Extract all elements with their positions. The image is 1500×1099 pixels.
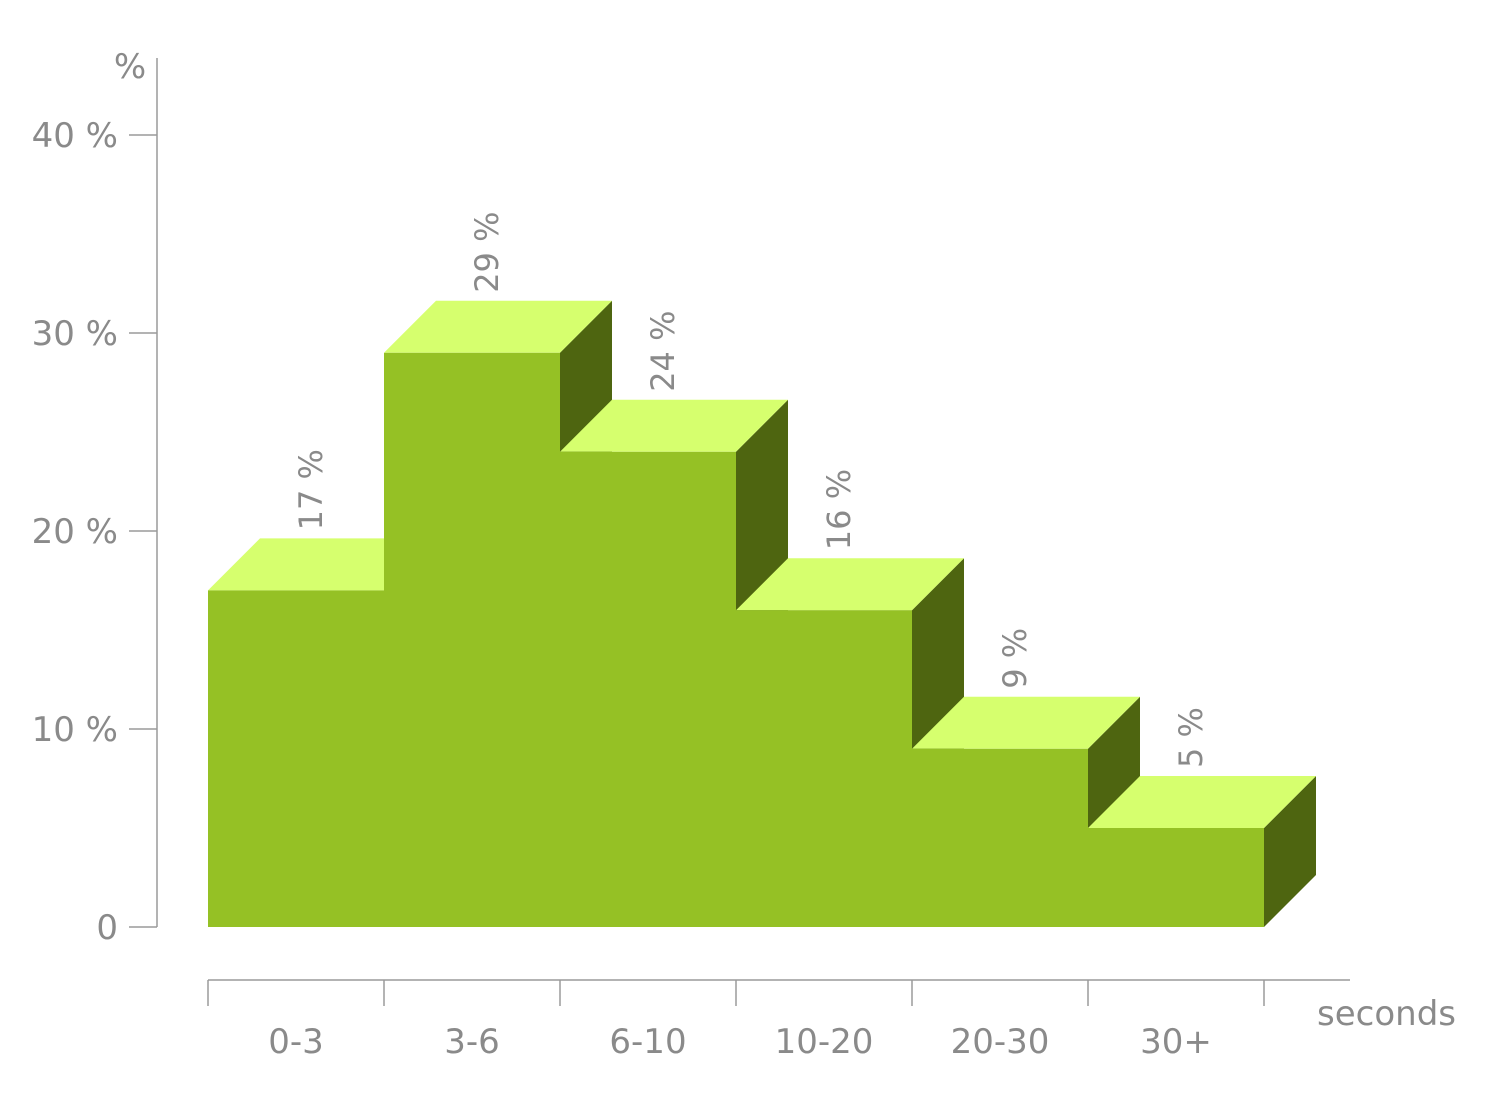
y-tick-label: 20 % — [32, 512, 118, 552]
bar-20-30 — [912, 748, 1088, 927]
x-category-label: 6-10 — [609, 1022, 686, 1062]
bar-30+ — [1088, 828, 1264, 927]
data-label: 5 % — [1172, 707, 1210, 768]
bar-top-face — [384, 300, 612, 353]
x-axis: 0-3 3-6 6-10 10-20 20-30 30+ — [207, 979, 1350, 1062]
x-axis-label: seconds — [1317, 994, 1456, 1034]
data-label: 29 % — [468, 212, 506, 293]
y-tick-label: 40 % — [32, 116, 118, 156]
bar-6-10 — [560, 451, 736, 927]
data-label: 24 % — [644, 311, 682, 392]
y-tick-label: 10 % — [32, 710, 118, 750]
bar-10-20 — [736, 610, 912, 927]
bar-3-6 — [384, 352, 560, 927]
bar-top-face — [208, 538, 436, 591]
x-category-label: 3-6 — [444, 1022, 500, 1062]
x-category-label: 20-30 — [951, 1022, 1050, 1062]
x-category-label: 10-20 — [775, 1022, 874, 1062]
bar-side-face — [1264, 776, 1316, 927]
data-label: 9 % — [996, 628, 1034, 689]
bar-top-face — [560, 399, 788, 452]
y-tick-label: 0 — [96, 908, 118, 948]
y-axis: 0 10 % 20 % 30 % 40 % — [32, 58, 158, 948]
y-tick-label: 30 % — [32, 314, 118, 354]
bar-top-face — [912, 696, 1140, 749]
y-axis-label: % — [114, 47, 146, 87]
x-category-label: 0-3 — [268, 1022, 324, 1062]
data-label: 16 % — [820, 469, 858, 550]
bar-0-3 — [208, 590, 384, 927]
bar-top-face — [1088, 776, 1316, 828]
data-label: 17 % — [292, 449, 330, 530]
bars-layer — [208, 300, 1316, 927]
x-category-label: 30+ — [1140, 1022, 1212, 1062]
data-labels-layer: 17 % 29 % 24 % 16 % 9 % 5 % — [292, 212, 1210, 768]
bar-top-face — [736, 558, 964, 611]
